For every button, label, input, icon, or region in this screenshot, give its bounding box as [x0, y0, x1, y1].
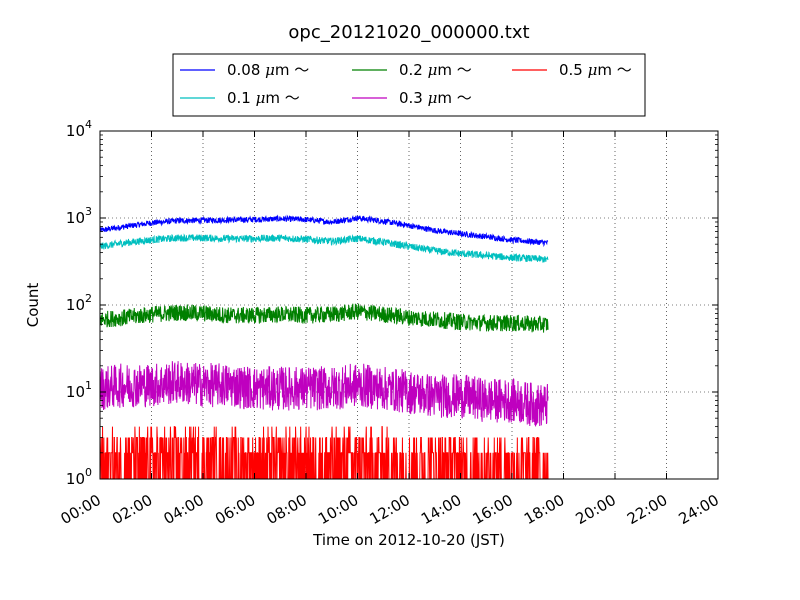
y-axis-label: Count	[24, 283, 42, 328]
x-tick-label: 14:00	[418, 491, 464, 528]
x-tick-label: 18:00	[521, 491, 567, 528]
series-layer	[100, 214, 549, 479]
y-tick-labels: 100 101 102 103 104	[66, 118, 92, 488]
legend-label: 0.2 μm ～	[399, 61, 472, 79]
legend-label: 0.3 μm ～	[399, 89, 472, 107]
y-tick-label: 101	[66, 379, 92, 401]
x-tick-label: 00:00	[58, 491, 104, 528]
legend-frame	[172, 53, 646, 117]
x-tick-label: 12:00	[367, 491, 413, 528]
plot-area	[99, 130, 719, 480]
x-axis-label: Time on 2012-10-20 (JST)	[312, 531, 505, 549]
chart-title: opc_20121020_000000.txt	[288, 22, 529, 43]
x-tick-label: 20:00	[573, 491, 619, 528]
legend-item: 0.5 μm ～	[512, 61, 632, 79]
series-line	[100, 426, 549, 479]
legend-item: 0.08 μm ～	[180, 61, 309, 79]
x-tick-label: 04:00	[161, 491, 207, 528]
y-tick-label: 102	[66, 292, 92, 314]
series-line	[100, 361, 549, 427]
legend-item: 0.1 μm ～	[180, 89, 300, 107]
series-line	[100, 214, 549, 248]
x-tick-label: 08:00	[264, 491, 310, 528]
x-tick-labels: 00:00 02:00 04:00 06:00 08:00 10:00 12:00 14:00…	[58, 491, 722, 528]
plot-frame	[99, 130, 719, 480]
series-line	[100, 233, 549, 263]
x-tick-label: 16:00	[470, 491, 516, 528]
series-line	[100, 303, 549, 333]
y-tick-label: 104	[66, 118, 92, 140]
legend-label: 0.1 μm ～	[227, 89, 300, 107]
y-tick-label: 103	[66, 205, 92, 227]
legend-label: 0.5 μm ～	[559, 61, 632, 79]
x-tick-label: 06:00	[212, 491, 258, 528]
legend: 0.08 μm ～ 0.1 μm ～ 0.2 μm ～ 0.3 μm ～ 0.5 μm …	[172, 53, 646, 117]
x-tick-label: 10:00	[315, 491, 361, 528]
legend-items: 0.08 μm ～ 0.1 μm ～ 0.2 μm ～ 0.3 μm ～ 0.5 μm …	[180, 61, 632, 107]
x-tick-label: 22:00	[624, 491, 670, 528]
legend-item: 0.2 μm ～	[352, 61, 472, 79]
y-tick-label: 100	[66, 466, 92, 488]
legend-label: 0.08 μm ～	[227, 61, 309, 79]
x-tick-label: 24:00	[676, 491, 722, 528]
legend-item: 0.3 μm ～	[352, 89, 472, 107]
x-tick-label: 02:00	[109, 491, 155, 528]
